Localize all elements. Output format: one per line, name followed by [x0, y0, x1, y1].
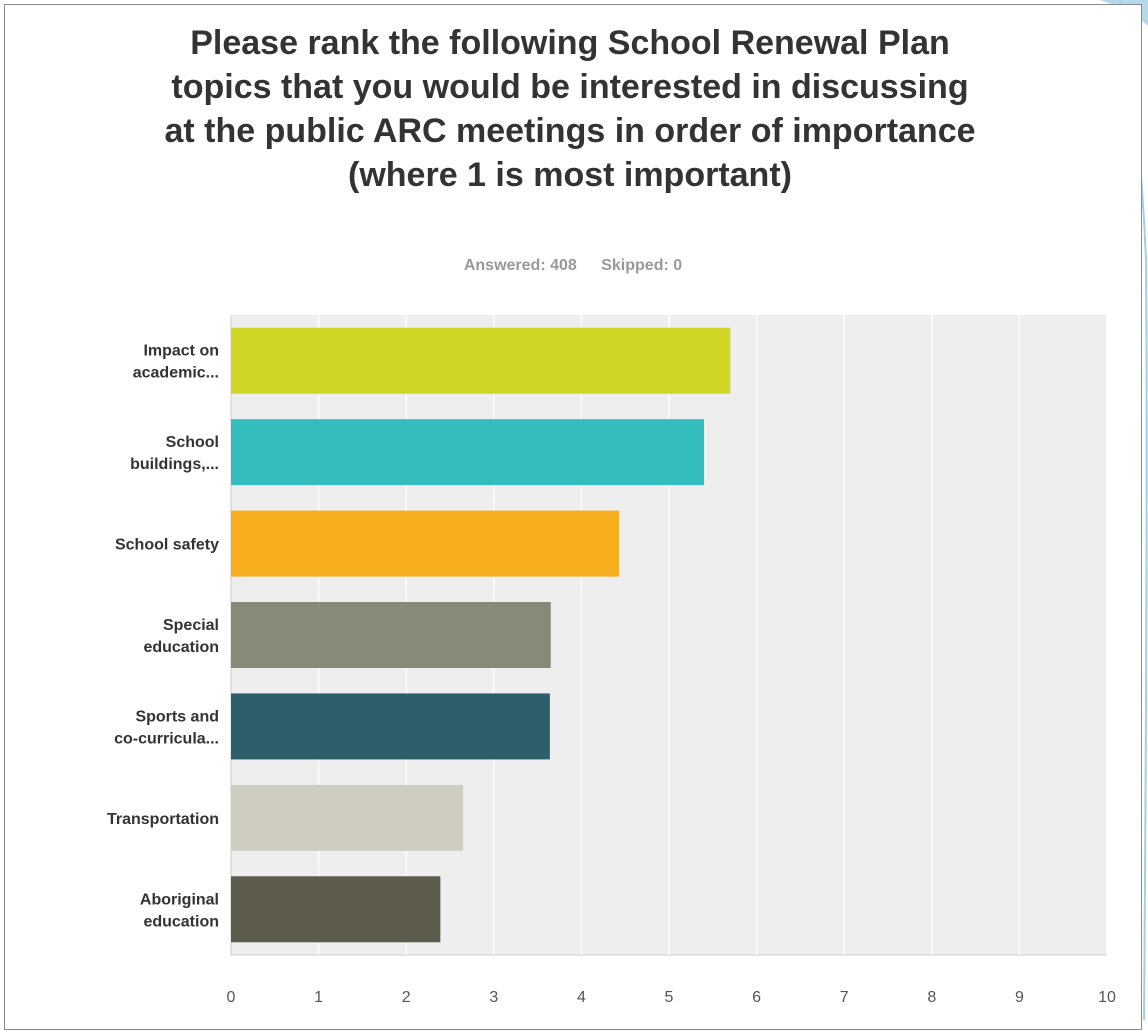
x-tick-label: 5	[665, 989, 674, 1006]
category-label: academic...	[133, 365, 219, 382]
category-label: Sports and	[135, 708, 219, 725]
response-summary: Answered: 408 Skipped: 0	[5, 257, 1141, 275]
chart-title: Please rank the following School Renewal…	[164, 24, 976, 194]
bar	[231, 510, 620, 577]
bar	[231, 784, 464, 851]
category-label: Transportation	[107, 811, 219, 828]
category-label: education	[143, 639, 219, 656]
chart-panel: Please rank the following School Renewal…	[4, 4, 1142, 1030]
bar-chart: 0 1 2 3 4 5 6 7 8 9 10 Impact on academic... School bu…	[107, 315, 1116, 1006]
x-tick-label: 7	[840, 989, 849, 1006]
x-tick-label: 0	[227, 989, 236, 1006]
x-tick-label: 6	[752, 989, 761, 1006]
bar	[231, 693, 550, 760]
x-tick-label: 4	[577, 989, 586, 1006]
skipped-count: Skipped: 0	[601, 257, 683, 274]
category-label: School	[166, 434, 219, 451]
x-tick-label: 3	[489, 989, 498, 1006]
bar	[231, 419, 705, 486]
x-tick-label: 1	[314, 989, 323, 1006]
bar	[231, 602, 551, 668]
bar	[231, 327, 731, 394]
x-tick-label: 8	[927, 989, 936, 1006]
category-label: education	[143, 913, 219, 930]
category-label: co-curricula...	[114, 730, 219, 747]
category-label: Special	[163, 617, 219, 634]
x-tick-label: 9	[1015, 989, 1024, 1006]
x-tick-label: 10	[1098, 989, 1116, 1006]
x-tick-label: 2	[402, 989, 411, 1006]
category-label: Impact on	[143, 343, 219, 360]
category-label: School safety	[115, 537, 219, 554]
category-label: Aboriginal	[140, 891, 219, 908]
category-label: buildings,...	[130, 456, 219, 473]
answered-count: Answered: 408	[463, 257, 577, 274]
bar	[231, 876, 441, 943]
